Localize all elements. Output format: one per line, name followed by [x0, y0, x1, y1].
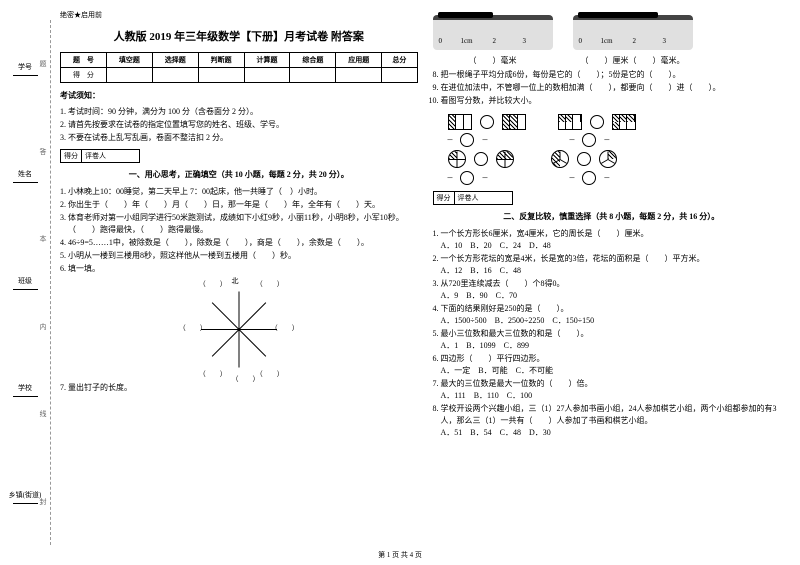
td	[106, 68, 152, 83]
th: 题 号	[61, 53, 107, 68]
fraction-circle-icon	[496, 150, 514, 168]
compass-blank: （ ）	[199, 369, 227, 379]
td	[152, 68, 198, 83]
list-item: 一个长方形长6厘米，宽4厘米，它的周长是（ ）厘米。 A．10 B．20 C．2…	[441, 228, 791, 252]
side-label-id: 学号	[13, 62, 38, 76]
score-box: 得分 评卷人	[60, 149, 140, 163]
grader-label: 评卷人	[455, 192, 512, 204]
page-footer: 第 1 页 共 4 页	[0, 550, 800, 560]
side-label-school: 学校	[13, 383, 38, 397]
binding-sidebar: 学号 姓名 班级 学校 乡镇(街道)	[0, 0, 50, 565]
compass-blank: （ ）	[199, 279, 227, 289]
table-row: 得 分	[61, 68, 418, 83]
compass-blank: （ ）	[271, 323, 299, 333]
section1-questions: 小林晚上10：00睡觉，第二天早上 7：00起床，他一共睡了（ ）小时。 你出生…	[60, 186, 418, 276]
list-item: 一个长方形花坛的宽是4米，长是宽的3倍，花坛的面积是（ ）平方米。 A．12 B…	[441, 253, 791, 277]
secret-label: 绝密★启用前	[60, 10, 418, 20]
th: 判断题	[198, 53, 244, 68]
compare-circle-icon	[582, 171, 596, 185]
list-item: 最大的三位数是最大一位数的（ ）倍。 A．111 B．110 C．100	[441, 378, 791, 402]
list-item: 考试时间：90 分钟，满分为 100 分（含卷面分 2 分）。	[68, 106, 418, 117]
fraction-diagrams: ── ── ── ──	[433, 111, 791, 188]
fraction-box-icon	[448, 114, 472, 130]
ruler-icon: 0 1cm 2 3	[573, 15, 693, 50]
right-column: 0 1cm 2 3 （ ）毫米 0 1cm 2 3 （ ）厘米（ ）毫米。	[433, 10, 791, 540]
list-item: 学校开设两个兴趣小组，三（1）27人参加书画小组，24人参加棋艺小组，两个小组都…	[441, 403, 791, 439]
left-column: 绝密★启用前 人教版 2019 年三年级数学【下册】月考试卷 附答案 题 号 填…	[60, 10, 418, 540]
ruler-row: 0 1cm 2 3 （ ）毫米 0 1cm 2 3 （ ）厘米（ ）毫米。	[433, 15, 791, 66]
list-item: 小明从一楼到三楼用8秒，照这样他从一楼到五楼用（ ）秒。	[68, 250, 418, 262]
list-item: 体育老师对第一小组同学进行50米跑测试，成绩如下小红9秒，小丽11秒，小明8秒，…	[68, 212, 418, 236]
list-item: 在进位加法中，不管哪一位上的数相加满（ ），都要向（ ）进（ ）。	[441, 82, 791, 94]
score-box: 得分 评卷人	[433, 191, 513, 205]
ruler-block: 0 1cm 2 3 （ ）毫米	[433, 15, 553, 66]
exam-title: 人教版 2019 年三年级数学【下册】月考试卷 附答案	[60, 28, 418, 44]
th: 填空题	[106, 53, 152, 68]
ruler-caption: （ ）厘米（ ）毫米。	[573, 55, 693, 66]
th: 总分	[382, 53, 417, 68]
right-questions: 把一根绳子平均分成6份，每份是它的（ ）；5份是它的（ ）。 在进位加法中，不管…	[433, 69, 791, 108]
td	[336, 68, 382, 83]
list-item: 把一根绳子平均分成6份，每份是它的（ ）；5份是它的（ ）。	[441, 69, 791, 81]
fraction-grid-icon	[558, 114, 582, 130]
score-label: 得分	[434, 192, 455, 204]
ruler-block: 0 1cm 2 3 （ ）厘米（ ）毫米。	[573, 15, 693, 66]
list-item: 看图写分数，并比较大小。	[441, 95, 791, 107]
list-item: 四边形（ ）平行四边形。 A．一定 B．可能 C．不可能	[441, 353, 791, 377]
fraction-grid-icon	[612, 114, 636, 130]
side-label-town: 乡镇(街道)	[9, 490, 42, 504]
compare-circle-icon	[460, 171, 474, 185]
td	[198, 68, 244, 83]
th: 计算题	[244, 53, 290, 68]
th: 综合题	[290, 53, 336, 68]
list-item: 最小三位数和最大三位数的和是（ ）。 A．1 B．1099 C．899	[441, 328, 791, 352]
compare-circle-icon	[460, 133, 474, 147]
page-content: 绝密★启用前 人教版 2019 年三年级数学【下册】月考试卷 附答案 题 号 填…	[60, 10, 790, 540]
list-item: 从720里连续减去（ ）个8得0。 A．9 B．90 C．70	[441, 278, 791, 302]
compare-circle-icon	[590, 115, 604, 129]
compare-circle-icon	[582, 133, 596, 147]
notice-header: 考试须知：	[60, 90, 418, 101]
td	[382, 68, 417, 83]
side-label-class: 班级	[13, 276, 38, 290]
fold-line	[50, 20, 51, 545]
compass-blank: （ ）	[179, 323, 207, 333]
score-label: 得分	[61, 150, 82, 162]
list-item: 下面的结果刚好是250的是（ ）。 A．1500÷500 B．2500÷2250…	[441, 303, 791, 327]
fraction-circle-icon	[551, 150, 569, 168]
list-item: 你出生于（ ）年（ ）月（ ）日，那一年是（ ）年，全年有（ ）天。	[68, 199, 418, 211]
list-item: 请首先按要求在试卷的指定位置填写您的姓名、班级、学号。	[68, 119, 418, 130]
compass-north: 北	[232, 276, 239, 286]
ruler-caption: （ ）毫米	[433, 55, 553, 66]
section2-questions: 一个长方形长6厘米，宽4厘米，它的周长是（ ）厘米。 A．10 B．20 C．2…	[433, 228, 791, 440]
compare-circle-icon	[577, 152, 591, 166]
ruler-icon: 0 1cm 2 3	[433, 15, 553, 50]
seal-line-text: 题 答 本 内 线 封	[45, 20, 48, 545]
notice-list: 考试时间：90 分钟，满分为 100 分（含卷面分 2 分）。 请首先按要求在试…	[60, 104, 418, 146]
td	[290, 68, 336, 83]
th: 选择题	[152, 53, 198, 68]
fraction-circle-icon	[599, 150, 617, 168]
compass-blank: （ ）	[256, 279, 284, 289]
list-item: 46÷9=5……1中，被除数是（ ），除数是（ ），商是（ ），余数是（ ）。	[68, 237, 418, 249]
td	[244, 68, 290, 83]
list-item: 填一填。	[68, 263, 418, 275]
fraction-circle-icon	[448, 150, 466, 168]
compare-circle-icon	[474, 152, 488, 166]
grader-label: 评卷人	[82, 150, 139, 162]
compare-circle-icon	[480, 115, 494, 129]
td: 得 分	[61, 68, 107, 83]
list-item: 不要在试卷上乱写乱画，卷面不整洁扣 2 分。	[68, 132, 418, 143]
side-label-name: 姓名	[13, 169, 38, 183]
compass-blank: （ ）	[256, 369, 284, 379]
table-row: 题 号 填空题 选择题 判断题 计算题 综合题 应用题 总分	[61, 53, 418, 68]
list-item: 小林晚上10：00睡觉，第二天早上 7：00起床，他一共睡了（ ）小时。	[68, 186, 418, 198]
compass-diagram: 北 （ ） （ ） （ ） （ ） （ ） （ ） （ ）	[194, 284, 284, 374]
th: 应用题	[336, 53, 382, 68]
section1-title: 一、用心思考，正确填空（共 10 小题，每题 2 分，共 20 分）。	[60, 169, 418, 180]
section2-title: 二、反复比较，慎重选择（共 8 小题，每题 2 分，共 16 分）。	[433, 211, 791, 222]
fraction-box-icon	[502, 114, 526, 130]
score-table: 题 号 填空题 选择题 判断题 计算题 综合题 应用题 总分 得 分	[60, 52, 418, 83]
